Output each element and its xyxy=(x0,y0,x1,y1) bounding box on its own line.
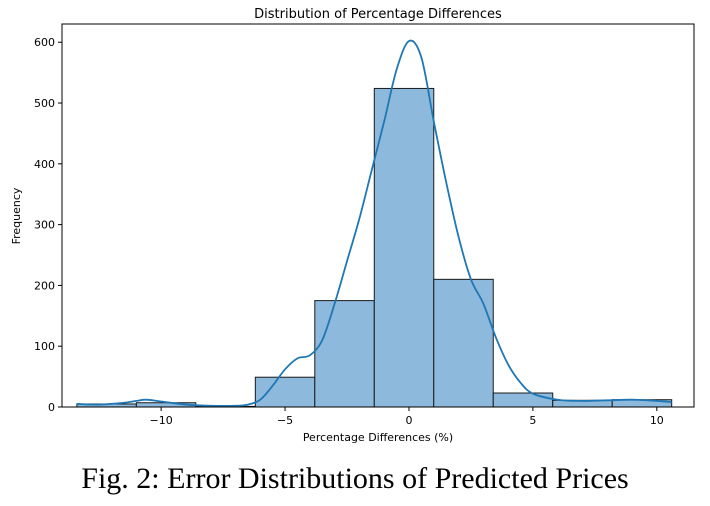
histogram-bar xyxy=(433,278,494,408)
histogram-bars xyxy=(76,87,673,408)
histogram-chart: Distribution of Percentage Differences −… xyxy=(10,7,695,444)
y-tick-label: 100 xyxy=(34,340,55,353)
figure-caption: Fig. 2: Error Distributions of Predicted… xyxy=(81,462,629,495)
y-tick-label: 0 xyxy=(48,401,55,414)
histogram-bar xyxy=(373,87,435,408)
histogram-bar xyxy=(254,376,316,408)
x-tick-label: −10 xyxy=(150,414,173,427)
x-tick-label: 10 xyxy=(650,414,664,427)
y-tick-label: 500 xyxy=(34,97,55,110)
plot-area-frame xyxy=(61,23,695,408)
histogram-bar xyxy=(314,300,375,408)
x-tick-label: 5 xyxy=(529,414,536,427)
y-tick-label: 600 xyxy=(34,36,55,49)
y-tick-label: 300 xyxy=(34,219,55,232)
x-axis-ticks: −10 −5 0 5 10 xyxy=(150,407,664,427)
y-axis-ticks: 0 100 200 300 400 500 600 xyxy=(34,36,62,414)
y-tick-label: 400 xyxy=(34,158,55,171)
y-axis-label: Frequency xyxy=(10,187,23,244)
chart-title: Distribution of Percentage Differences xyxy=(254,7,502,22)
histogram-bar xyxy=(492,392,554,408)
x-axis-label: Percentage Differences (%) xyxy=(303,431,453,444)
x-tick-label: −5 xyxy=(277,414,293,427)
y-tick-label: 200 xyxy=(34,279,55,292)
kde-curve xyxy=(76,39,672,407)
x-tick-label: 0 xyxy=(405,414,412,427)
